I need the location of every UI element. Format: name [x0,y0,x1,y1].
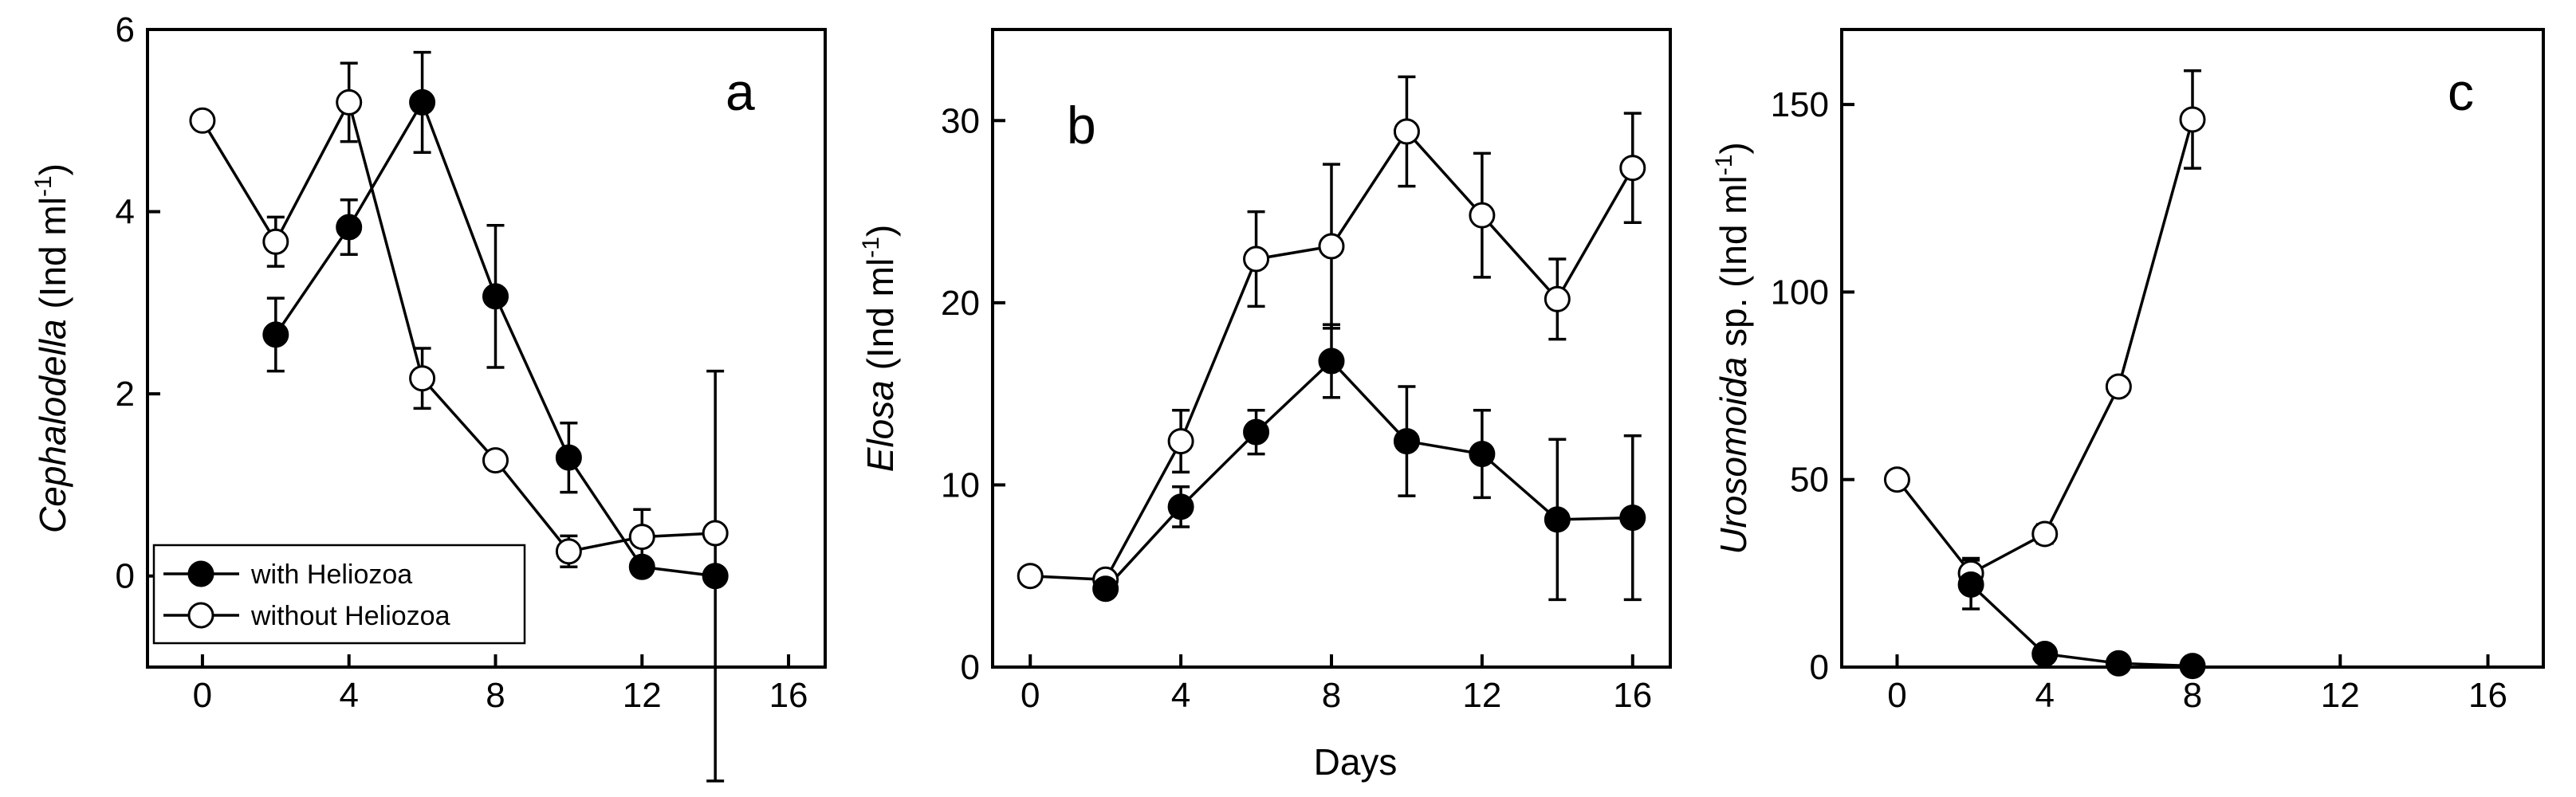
panel-a: a Cephalodella (Ind ml-1) 0 4 8 12 16 0 2 4 6 wi… [30,10,827,783]
panel-a-x-tick-label: 8 [486,676,505,715]
panel-a-point-with-heliozoa [262,321,289,348]
panel-c-y-tick-label: 150 [1771,85,1829,124]
panel-a-letter: a [726,62,755,121]
panel-a-y-tick-label: 0 [116,557,135,596]
panel-c-letter: c [2448,62,2474,121]
panel-a-point-without-heliozoa [189,107,216,134]
panel-a-ylabel-close: ) [32,163,73,175]
panel-a-point-with-heliozoa [555,444,582,471]
panel-a-ylabel-sup: -1 [30,175,57,197]
panel-b-point-with-heliozoa [1619,505,1646,532]
panel-b-point-without-heliozoa [1017,563,1044,590]
panel-b-point-without-heliozoa [1619,155,1646,182]
panel-c-point-without-heliozoa [2105,373,2132,400]
panel-a-ylabel-unit: (Ind ml [32,197,73,319]
panel-c-x-tick-label: 0 [1887,676,1906,715]
panel-b-ylabel-close: ) [859,225,901,237]
legend-label-with-heliozoa: with Heliozoa [250,559,412,590]
panel-c-point-without-heliozoa [1883,466,1910,493]
panel-c-point-without-heliozoa [2031,520,2059,548]
panel-b-x-tick-label: 4 [1171,676,1190,715]
panel-a-y-tick-label: 2 [116,375,135,414]
legend-label-without-heliozoa: without Heliozoa [250,601,450,631]
panel-a-point-without-heliozoa [482,447,509,474]
panel-a-x-tick-label: 12 [623,676,662,715]
panel-a-point-without-heliozoa [336,88,363,116]
panel-a-y-axis-title: Cephalodella (Ind ml-1) [30,163,73,533]
panel-b-point-without-heliozoa [1544,285,1571,312]
panel-b-ylabel-sup: -1 [858,237,884,258]
panel-c-point-with-heliozoa [2179,653,2206,680]
legend-box [152,544,526,645]
panel-c-line-with-heliozoa [1969,583,2193,668]
panel-b-x-tick-label: 12 [1462,676,1501,715]
panel-b-point-with-heliozoa [1243,418,1270,446]
panel-b-letter: b [1067,96,1096,155]
legend: with Heliozoa without Heliozoa [152,544,526,645]
panel-b-point-without-heliozoa [1393,118,1420,145]
panel-b-point-without-heliozoa [1318,233,1345,260]
panel-a-point-with-heliozoa [482,283,509,310]
panel-a-point-without-heliozoa [555,538,582,565]
panel-b-point-with-heliozoa [1092,575,1119,603]
panel-c-x-tick-label: 16 [2468,676,2507,715]
panel-b-y-tick-label: 0 [961,648,980,687]
legend-marker-filled-icon [187,560,214,587]
panel-b-x-tick-label: 0 [1021,676,1040,715]
panel-b-point-without-heliozoa [1243,245,1270,273]
panel-b-point-without-heliozoa [1469,202,1496,229]
panel-b-y-tick-label: 20 [941,284,980,323]
panel-a-point-with-heliozoa [336,214,363,241]
panel-c-point-with-heliozoa [2105,650,2132,677]
panel-a-y-tick-label: 6 [116,10,135,49]
panel-b-y-tick-label: 30 [941,101,980,140]
panel-b: b Elosa (Ind ml-1) Days 0 4 8 12 16 0 10 20 30 [858,28,1672,783]
panel-b-y-tick-label: 10 [941,465,980,505]
panel-c-x-tick-label: 8 [2183,676,2202,715]
panel-a-point-with-heliozoa [702,563,729,590]
panel-c: c Urosomoida sp. (Ind ml-1) 0 4 8 12 16 0 50 10… [1711,28,2545,715]
panel-b-x-tick-label: 8 [1322,676,1341,715]
panel-b-point-with-heliozoa [1167,493,1194,520]
panel-b-point-without-heliozoa [1167,428,1194,455]
panel-c-x-tick-label: 12 [2321,676,2360,715]
panel-a-point-without-heliozoa [702,520,729,547]
panel-b-ylabel-italic: Elosa [859,380,901,472]
panel-a-point-without-heliozoa [628,524,655,551]
panel-b-x-tick-label: 16 [1613,676,1652,715]
panel-a-point-without-heliozoa [409,365,436,392]
panel-a-point-with-heliozoa [409,88,436,116]
panel-c-ylabel-sup: -1 [1711,155,1737,176]
panel-b-point-with-heliozoa [1544,506,1571,533]
panel-c-ylabel-italic: Urosomoida [1713,357,1754,555]
panel-b-point-with-heliozoa [1393,428,1420,455]
panel-c-y-tick-label: 0 [1810,648,1829,687]
panel-a-point-without-heliozoa [262,228,289,255]
panel-a-x-tick-label: 16 [769,676,808,715]
panel-c-y-tick-label: 100 [1771,273,1829,312]
panel-b-line-with-heliozoa [1104,359,1633,590]
panel-c-ylabel-close: ) [1713,142,1754,154]
panel-c-y-tick-label: 50 [1790,461,1829,500]
panel-c-line-without-heliozoa [1896,119,2194,575]
panel-a-ylabel-italic: Cephalodella [32,319,73,533]
panel-c-point-with-heliozoa [2031,641,2059,668]
x-axis-title: Days [1314,741,1398,783]
panel-a-x-tick-label: 4 [339,676,358,715]
panel-b-ylabel-unit: (Ind ml [859,258,901,380]
panel-c-x-tick-label: 4 [2035,676,2054,715]
panel-c-point-without-heliozoa [2179,106,2206,133]
panel-c-ylabel-unit: sp. (Ind ml [1713,175,1754,357]
panel-b-point-with-heliozoa [1318,347,1345,375]
legend-marker-open-icon [187,602,214,629]
panel-b-y-axis-title: Elosa (Ind ml-1) [858,225,901,472]
panel-b-point-with-heliozoa [1469,441,1496,468]
panel-a-plot-frame [146,28,827,669]
panel-a-y-tick-label: 4 [116,193,135,232]
panel-a-point-with-heliozoa [628,553,655,580]
panel-a-x-tick-label: 0 [193,676,212,715]
panel-c-y-axis-title: Urosomoida sp. (Ind ml-1) [1711,142,1754,555]
panel-c-point-with-heliozoa [1957,571,1984,598]
